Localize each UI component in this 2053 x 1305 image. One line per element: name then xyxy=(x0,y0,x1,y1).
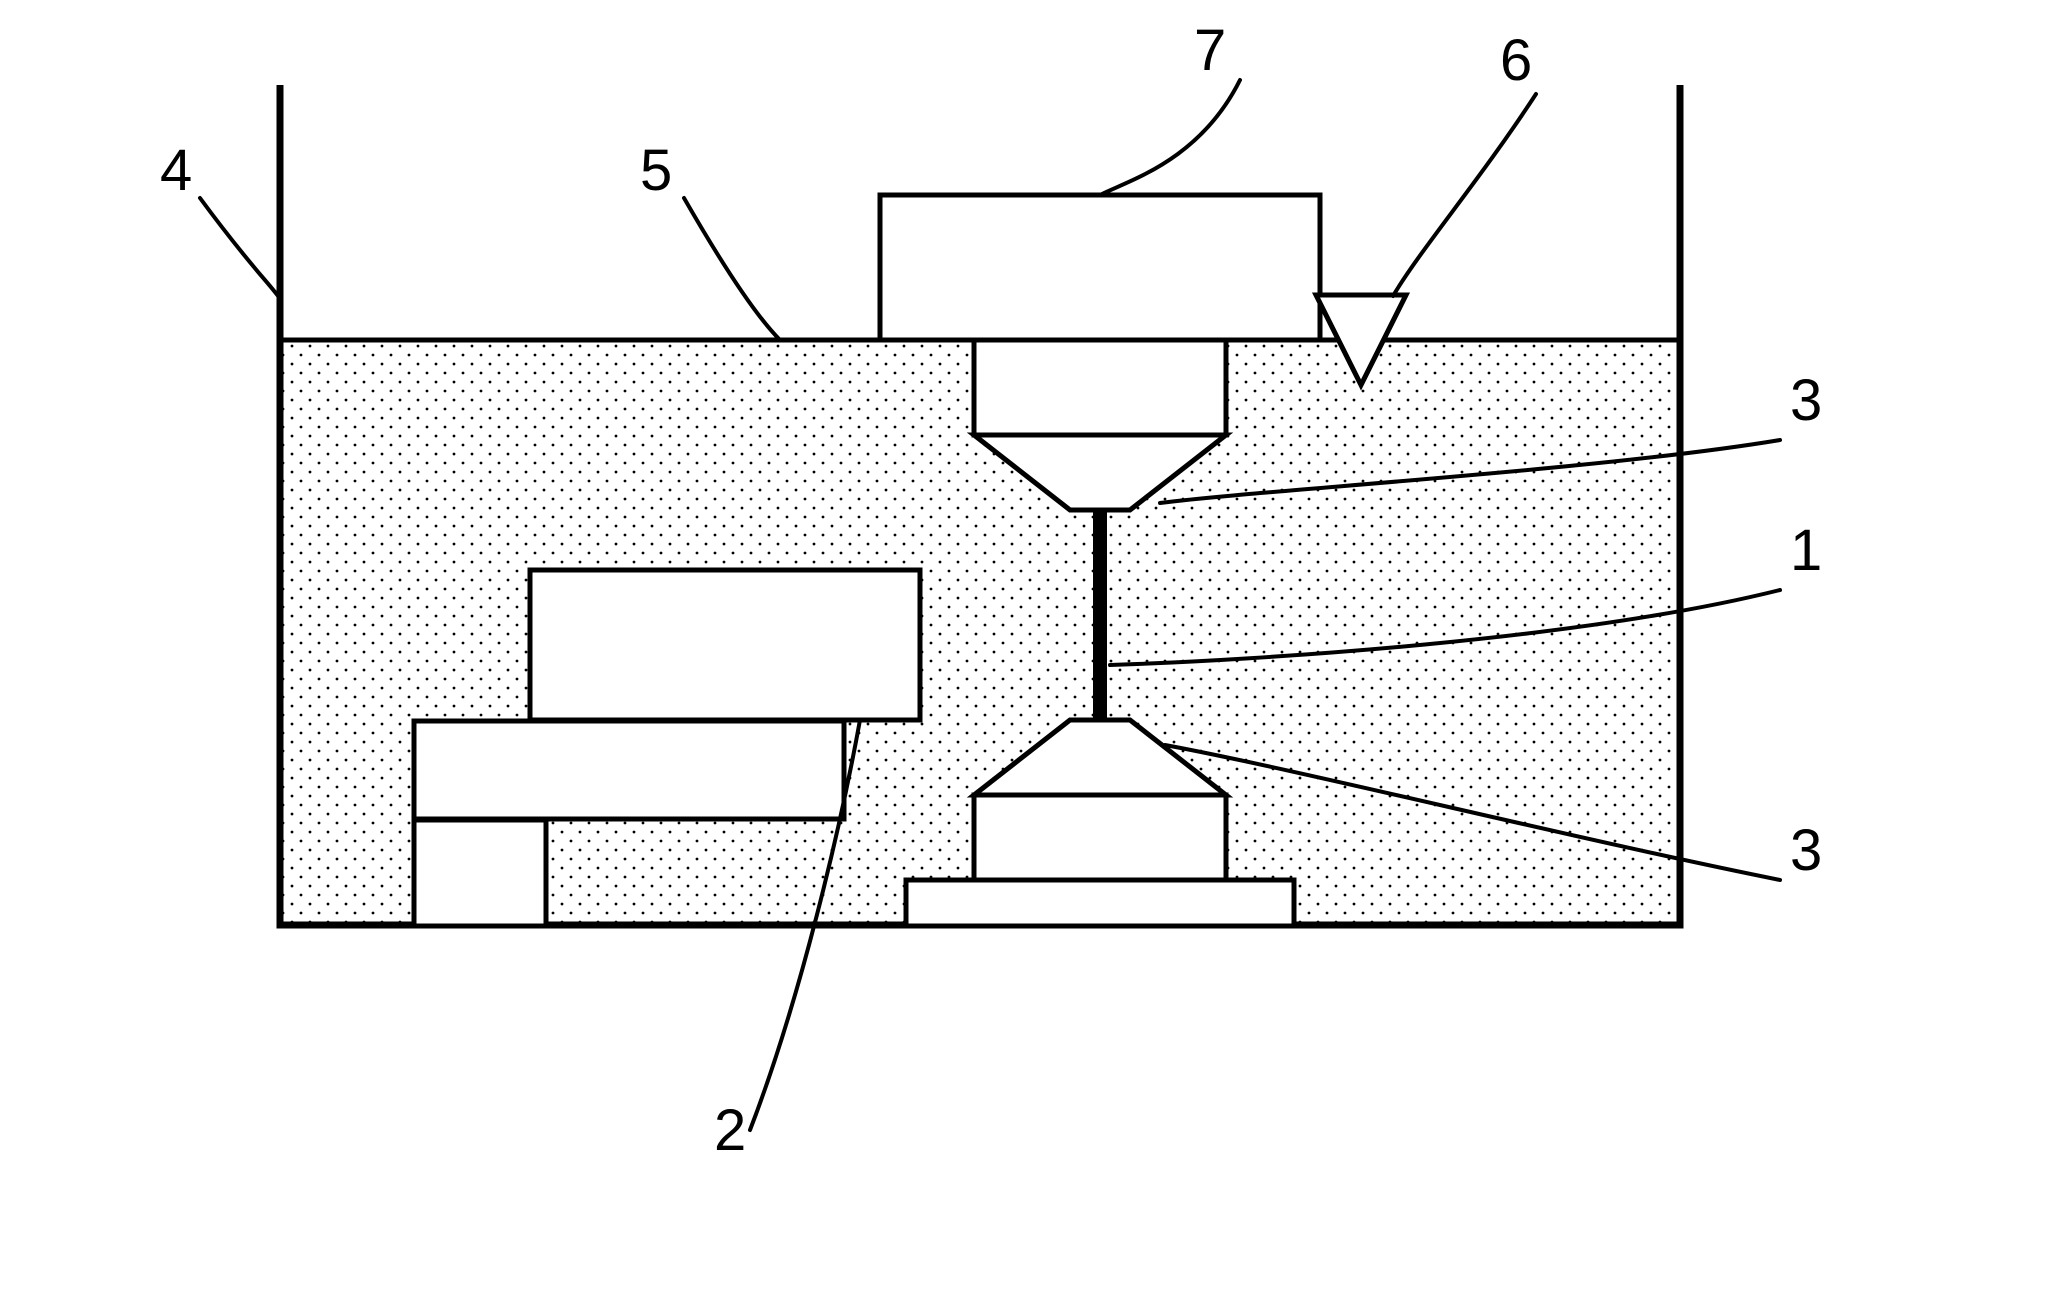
label-3b: 3 xyxy=(1790,818,1822,883)
pedestal-top xyxy=(530,570,920,720)
label-2: 2 xyxy=(714,1098,746,1163)
top-holder-lower-block xyxy=(974,340,1226,435)
leader-4 xyxy=(200,198,281,300)
label-7: 7 xyxy=(1194,18,1226,83)
pedestal-mid xyxy=(414,721,844,819)
pedestal-base xyxy=(414,820,546,926)
label-3a: 3 xyxy=(1790,368,1822,433)
leader-6 xyxy=(1393,94,1536,296)
technical-diagram: 7 6 4 5 3 1 3 2 xyxy=(0,0,2053,1305)
leader-7 xyxy=(1102,80,1240,194)
top-holder-upper-block xyxy=(880,195,1320,340)
label-5: 5 xyxy=(640,138,672,203)
label-1: 1 xyxy=(1790,518,1822,583)
label-6: 6 xyxy=(1500,28,1532,93)
label-4: 4 xyxy=(160,138,192,203)
bottom-holder-base xyxy=(906,880,1294,926)
bottom-holder-block xyxy=(974,795,1226,880)
leader-5 xyxy=(684,198,780,340)
